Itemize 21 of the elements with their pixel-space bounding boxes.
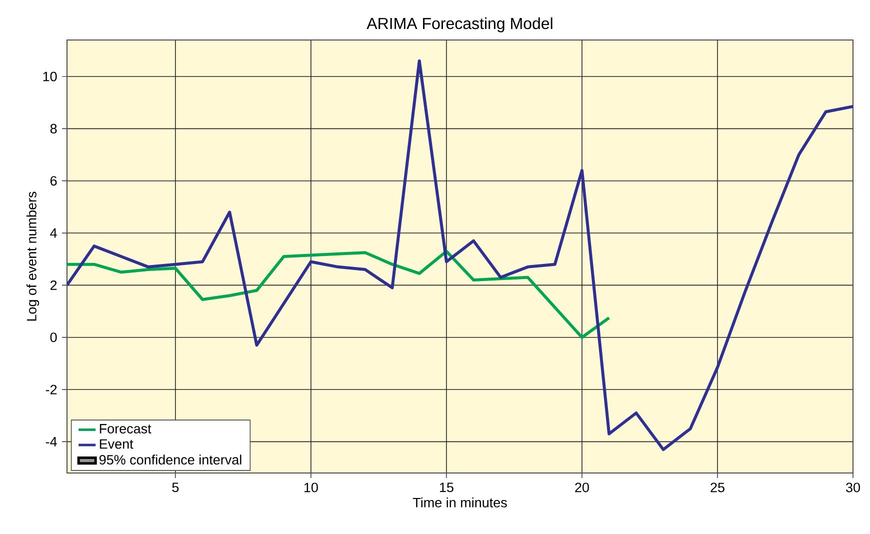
y-tick-label: 2 — [50, 280, 57, 290]
y-tick-label: 4 — [50, 228, 57, 238]
x-tick-label: 20 — [575, 482, 589, 492]
chart-title: ARIMA Forecasting Model — [366, 17, 552, 32]
y-tick-label: 8 — [50, 124, 57, 134]
legend-label: Event — [100, 439, 134, 449]
y-tick-label: -4 — [46, 437, 57, 446]
x-axis-title: Time in minutes — [412, 497, 507, 508]
y-tick-label: 10 — [43, 72, 57, 82]
y-tick-label: 0 — [50, 332, 57, 342]
y-tick-label: -2 — [46, 384, 57, 394]
line-series — [67, 59, 854, 452]
y-axis-title: Log of event numbers — [26, 192, 40, 321]
x-tick-label: 5 — [172, 482, 179, 492]
x-tick-label: 30 — [846, 482, 860, 492]
x-tick-label: 10 — [304, 482, 318, 492]
legend-label: Forecast — [100, 424, 152, 434]
y-tick-label: 6 — [50, 176, 57, 186]
legend-label: 95% confidence interval — [99, 454, 242, 465]
x-tick-label: 15 — [440, 482, 454, 492]
x-tick-label: 25 — [710, 482, 724, 492]
